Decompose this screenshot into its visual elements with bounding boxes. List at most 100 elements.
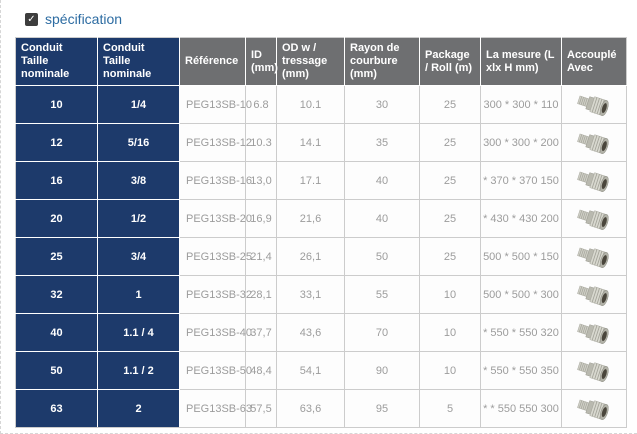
column-header: Conduit Taille nominale bbox=[97, 37, 180, 86]
cell-od-mm: 21,6 bbox=[276, 199, 345, 238]
cell-reference: PEG13SB-50 bbox=[179, 351, 252, 390]
cell-reference: PEG13SB-10 bbox=[179, 85, 252, 124]
column-header: Référence bbox=[179, 37, 246, 86]
column-header: Package / Roll (m) bbox=[419, 37, 481, 86]
cell-id-mm: 13,0 bbox=[245, 161, 277, 200]
column-header: OD w / tressage (mm) bbox=[276, 37, 345, 86]
cell-od-mm: 17.1 bbox=[276, 161, 345, 200]
cell-size-in: 2 bbox=[97, 389, 180, 428]
cell-size-mm: 20 bbox=[15, 199, 98, 238]
cell-reference: PEG13SB-63 bbox=[179, 389, 252, 428]
table-row: 12 5/16 PEG13SB-12 10.3 14.1 35 25 300 * 300 * … bbox=[15, 123, 627, 162]
table-row: 32 1 PEG13SB-32 28,1 33,1 55 10 500 * 500 * 300 bbox=[15, 275, 627, 314]
cell-size-in: 1 bbox=[97, 275, 180, 314]
cell-coupled-with bbox=[561, 199, 627, 238]
cell-size-in: 3/4 bbox=[97, 237, 180, 276]
cell-package-roll: 10 bbox=[419, 351, 481, 390]
cell-package-roll: 10 bbox=[419, 275, 481, 314]
specification-label[interactable]: spécification bbox=[45, 11, 123, 27]
cell-coupled-with bbox=[561, 275, 627, 314]
cell-measure: * 370 * 370 150 bbox=[480, 161, 562, 200]
cell-measure: * * 550 550 300 bbox=[480, 389, 562, 428]
cell-bend-radius: 70 bbox=[344, 313, 420, 352]
column-header: ID (mm) bbox=[245, 37, 278, 86]
table-header-row: Conduit Taille nominale Conduit Taille no… bbox=[15, 37, 627, 86]
cell-id-mm: 48,4 bbox=[245, 351, 277, 390]
cell-size-in: 5/16 bbox=[97, 123, 180, 162]
coupling-fitting-icon bbox=[577, 133, 609, 154]
cell-size-mm: 12 bbox=[15, 123, 98, 162]
cell-reference: PEG13SB-12 bbox=[179, 123, 252, 162]
cell-reference: PEG13SB-16 bbox=[179, 161, 252, 200]
cell-coupled-with bbox=[561, 123, 627, 162]
cell-measure: * 550 * 550 350 bbox=[480, 351, 562, 390]
cell-bend-radius: 95 bbox=[344, 389, 420, 428]
table-row: 20 1/2 PEG13SB-20 16,9 21,6 40 25 * 430 * 430 2… bbox=[15, 199, 627, 238]
cell-size-mm: 25 bbox=[15, 237, 98, 276]
cell-od-mm: 43,6 bbox=[276, 313, 345, 352]
cell-size-mm: 16 bbox=[15, 161, 98, 200]
cell-size-mm: 40 bbox=[15, 313, 98, 352]
cell-package-roll: 25 bbox=[419, 199, 481, 238]
coupling-fitting-icon bbox=[577, 323, 609, 344]
table-row: 40 1.1 / 4 PEG13SB-40 37,7 43,6 70 10 * 550 * 5… bbox=[15, 313, 627, 352]
cell-size-in: 1.1 / 2 bbox=[97, 351, 180, 390]
cell-reference: PEG13SB-40 bbox=[179, 313, 252, 352]
cell-size-mm: 10 bbox=[15, 85, 98, 124]
coupling-fitting-icon bbox=[577, 399, 609, 420]
cell-od-mm: 10.1 bbox=[276, 85, 345, 124]
cell-size-in: 1/4 bbox=[97, 85, 180, 124]
cell-id-mm: 16,9 bbox=[245, 199, 277, 238]
cell-od-mm: 26,1 bbox=[276, 237, 345, 276]
cell-od-mm: 63,6 bbox=[276, 389, 345, 428]
column-header: La mesure (L xlx H mm) bbox=[480, 37, 562, 86]
cell-size-mm: 32 bbox=[15, 275, 98, 314]
cell-id-mm: 28,1 bbox=[245, 275, 277, 314]
coupling-fitting-icon bbox=[577, 171, 609, 192]
cell-bend-radius: 40 bbox=[344, 161, 420, 200]
table-row: 63 2 PEG13SB-63 57,5 63,6 95 5 * * 550 550 300 bbox=[15, 389, 627, 428]
cell-size-mm: 63 bbox=[15, 389, 98, 428]
cell-size-in: 1/2 bbox=[97, 199, 180, 238]
cell-package-roll: 10 bbox=[419, 313, 481, 352]
cell-measure: 500 * 500 * 150 bbox=[480, 237, 562, 276]
cell-coupled-with bbox=[561, 237, 627, 276]
cell-bend-radius: 55 bbox=[344, 275, 420, 314]
cell-reference: PEG13SB-25 bbox=[179, 237, 252, 276]
cell-bend-radius: 90 bbox=[344, 351, 420, 390]
cell-id-mm: 10.3 bbox=[245, 123, 277, 162]
cell-bend-radius: 40 bbox=[344, 199, 420, 238]
cell-reference: PEG13SB-20 bbox=[179, 199, 252, 238]
coupling-fitting-icon bbox=[577, 95, 609, 116]
cell-coupled-with bbox=[561, 313, 627, 352]
cell-bend-radius: 35 bbox=[344, 123, 420, 162]
cell-id-mm: 21,4 bbox=[245, 237, 277, 276]
cell-size-mm: 50 bbox=[15, 351, 98, 390]
cell-bend-radius: 30 bbox=[344, 85, 420, 124]
cell-package-roll: 25 bbox=[419, 123, 481, 162]
cell-measure: 300 * 300 * 200 bbox=[480, 123, 562, 162]
cell-reference: PEG13SB-32 bbox=[179, 275, 252, 314]
cell-package-roll: 5 bbox=[419, 389, 481, 428]
table-row: 25 3/4 PEG13SB-25 21,4 26,1 50 25 500 * 500 * 1… bbox=[15, 237, 627, 276]
coupling-fitting-icon bbox=[577, 209, 609, 230]
cell-size-in: 3/8 bbox=[97, 161, 180, 200]
cell-coupled-with bbox=[561, 389, 627, 428]
cell-id-mm: 37,7 bbox=[245, 313, 277, 352]
column-header: Accouplé Avec bbox=[561, 37, 627, 86]
cell-package-roll: 25 bbox=[419, 85, 481, 124]
table-row: 50 1.1 / 2 PEG13SB-50 48,4 54,1 90 10 * 550 * 5… bbox=[15, 351, 627, 390]
cell-od-mm: 54,1 bbox=[276, 351, 345, 390]
cell-coupled-with bbox=[561, 161, 627, 200]
cell-size-in: 1.1 / 4 bbox=[97, 313, 180, 352]
specification-checkbox[interactable]: ✓ bbox=[25, 12, 38, 26]
column-header: Rayon de courbure (mm) bbox=[344, 37, 420, 86]
cell-measure: 500 * 500 * 300 bbox=[480, 275, 562, 314]
coupling-fitting-icon bbox=[577, 285, 609, 306]
cell-coupled-with bbox=[561, 351, 627, 390]
coupling-fitting-icon bbox=[577, 361, 609, 382]
cell-package-roll: 25 bbox=[419, 237, 481, 276]
specification-table: Conduit Taille nominale Conduit Taille no… bbox=[15, 37, 627, 428]
cell-id-mm: 57,5 bbox=[245, 389, 277, 428]
